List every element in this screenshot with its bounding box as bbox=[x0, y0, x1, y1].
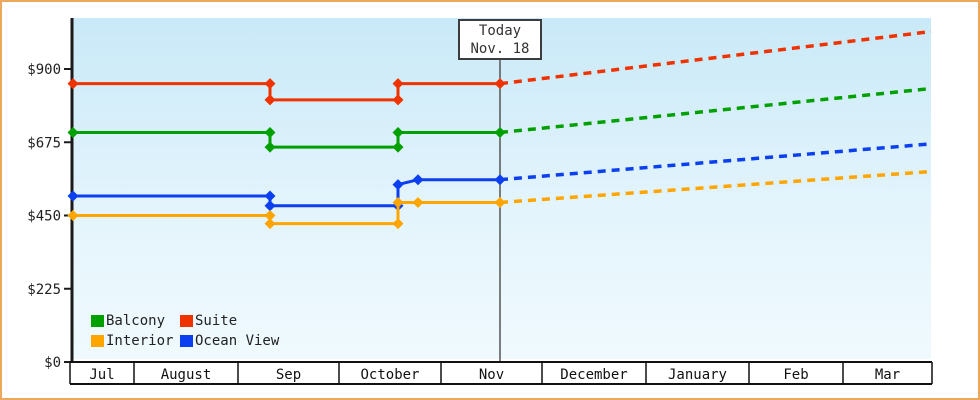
data-point-ocean-view bbox=[264, 190, 276, 202]
month-label-august: August bbox=[161, 367, 212, 383]
month-label-sep: Sep bbox=[276, 367, 301, 383]
data-point-interior bbox=[264, 218, 276, 230]
plot-area bbox=[73, 18, 931, 359]
data-point-ocean-view bbox=[264, 200, 276, 212]
data-point-ocean-view bbox=[412, 174, 424, 186]
legend-label: Interior bbox=[106, 333, 174, 349]
month-label-october: October bbox=[360, 367, 419, 383]
ocean-view-color-swatch bbox=[180, 335, 193, 347]
y-axis-tick-label: $900 bbox=[27, 62, 61, 78]
data-point-suite bbox=[392, 94, 404, 106]
legend-item-balcony[interactable]: Balcony bbox=[91, 311, 180, 331]
data-point-suite bbox=[494, 78, 506, 90]
month-label-jul: Jul bbox=[89, 367, 114, 383]
data-point-suite bbox=[392, 78, 404, 90]
series-line-suite bbox=[73, 82, 500, 102]
today-label: Today bbox=[478, 22, 522, 39]
y-axis-tick-label: $450 bbox=[27, 209, 61, 225]
data-point-interior bbox=[67, 210, 79, 221]
series-forecast-interior bbox=[499, 169, 932, 205]
data-point-interior bbox=[264, 210, 276, 221]
series-forecast-ocean-view bbox=[499, 142, 932, 182]
interior-color-swatch bbox=[91, 335, 104, 347]
data-point-balcony bbox=[392, 126, 404, 138]
suite-color-swatch bbox=[180, 315, 193, 327]
data-point-ocean-view bbox=[494, 174, 506, 186]
data-point-balcony bbox=[392, 141, 404, 153]
data-point-balcony bbox=[264, 141, 276, 153]
data-point-balcony bbox=[264, 126, 276, 138]
y-axis-tick-label: $675 bbox=[27, 135, 61, 151]
y-axis-tick-label: $0 bbox=[44, 355, 61, 371]
month-label-nov: Nov bbox=[479, 367, 504, 383]
series-forecast-suite bbox=[499, 29, 932, 86]
data-point-suite bbox=[264, 78, 276, 90]
data-point-ocean-view bbox=[392, 179, 404, 191]
series-line-balcony bbox=[73, 130, 500, 149]
today-marker-box: Today Nov. 18 bbox=[458, 19, 542, 60]
data-point-suite bbox=[67, 78, 79, 90]
legend-label: Suite bbox=[195, 313, 238, 329]
legend-label: Balcony bbox=[106, 313, 166, 329]
legend-item-suite[interactable]: Suite bbox=[180, 311, 279, 331]
month-label-january: January bbox=[668, 367, 727, 383]
data-point-balcony bbox=[67, 126, 79, 138]
legend: Balcony Suite Interior Ocean View bbox=[91, 311, 279, 351]
month-label-december: December bbox=[560, 367, 627, 383]
data-point-interior bbox=[494, 196, 506, 208]
legend-label: Ocean View bbox=[195, 333, 280, 349]
data-point-interior bbox=[392, 218, 404, 230]
data-point-balcony bbox=[494, 126, 506, 138]
data-point-interior bbox=[392, 196, 404, 208]
balcony-color-swatch bbox=[91, 315, 104, 327]
today-date-label: Nov. 18 bbox=[470, 40, 530, 57]
data-point-suite bbox=[264, 94, 276, 106]
legend-item-ocean-view[interactable]: Ocean View bbox=[180, 331, 279, 351]
month-label-feb: Feb bbox=[783, 367, 808, 383]
data-point-ocean-view bbox=[67, 190, 79, 202]
series-forecast-balcony bbox=[499, 86, 932, 135]
month-label-mar: Mar bbox=[875, 367, 900, 383]
data-point-interior bbox=[412, 196, 424, 208]
y-axis-tick-label: $225 bbox=[27, 282, 61, 298]
legend-item-interior[interactable]: Interior bbox=[91, 331, 180, 351]
